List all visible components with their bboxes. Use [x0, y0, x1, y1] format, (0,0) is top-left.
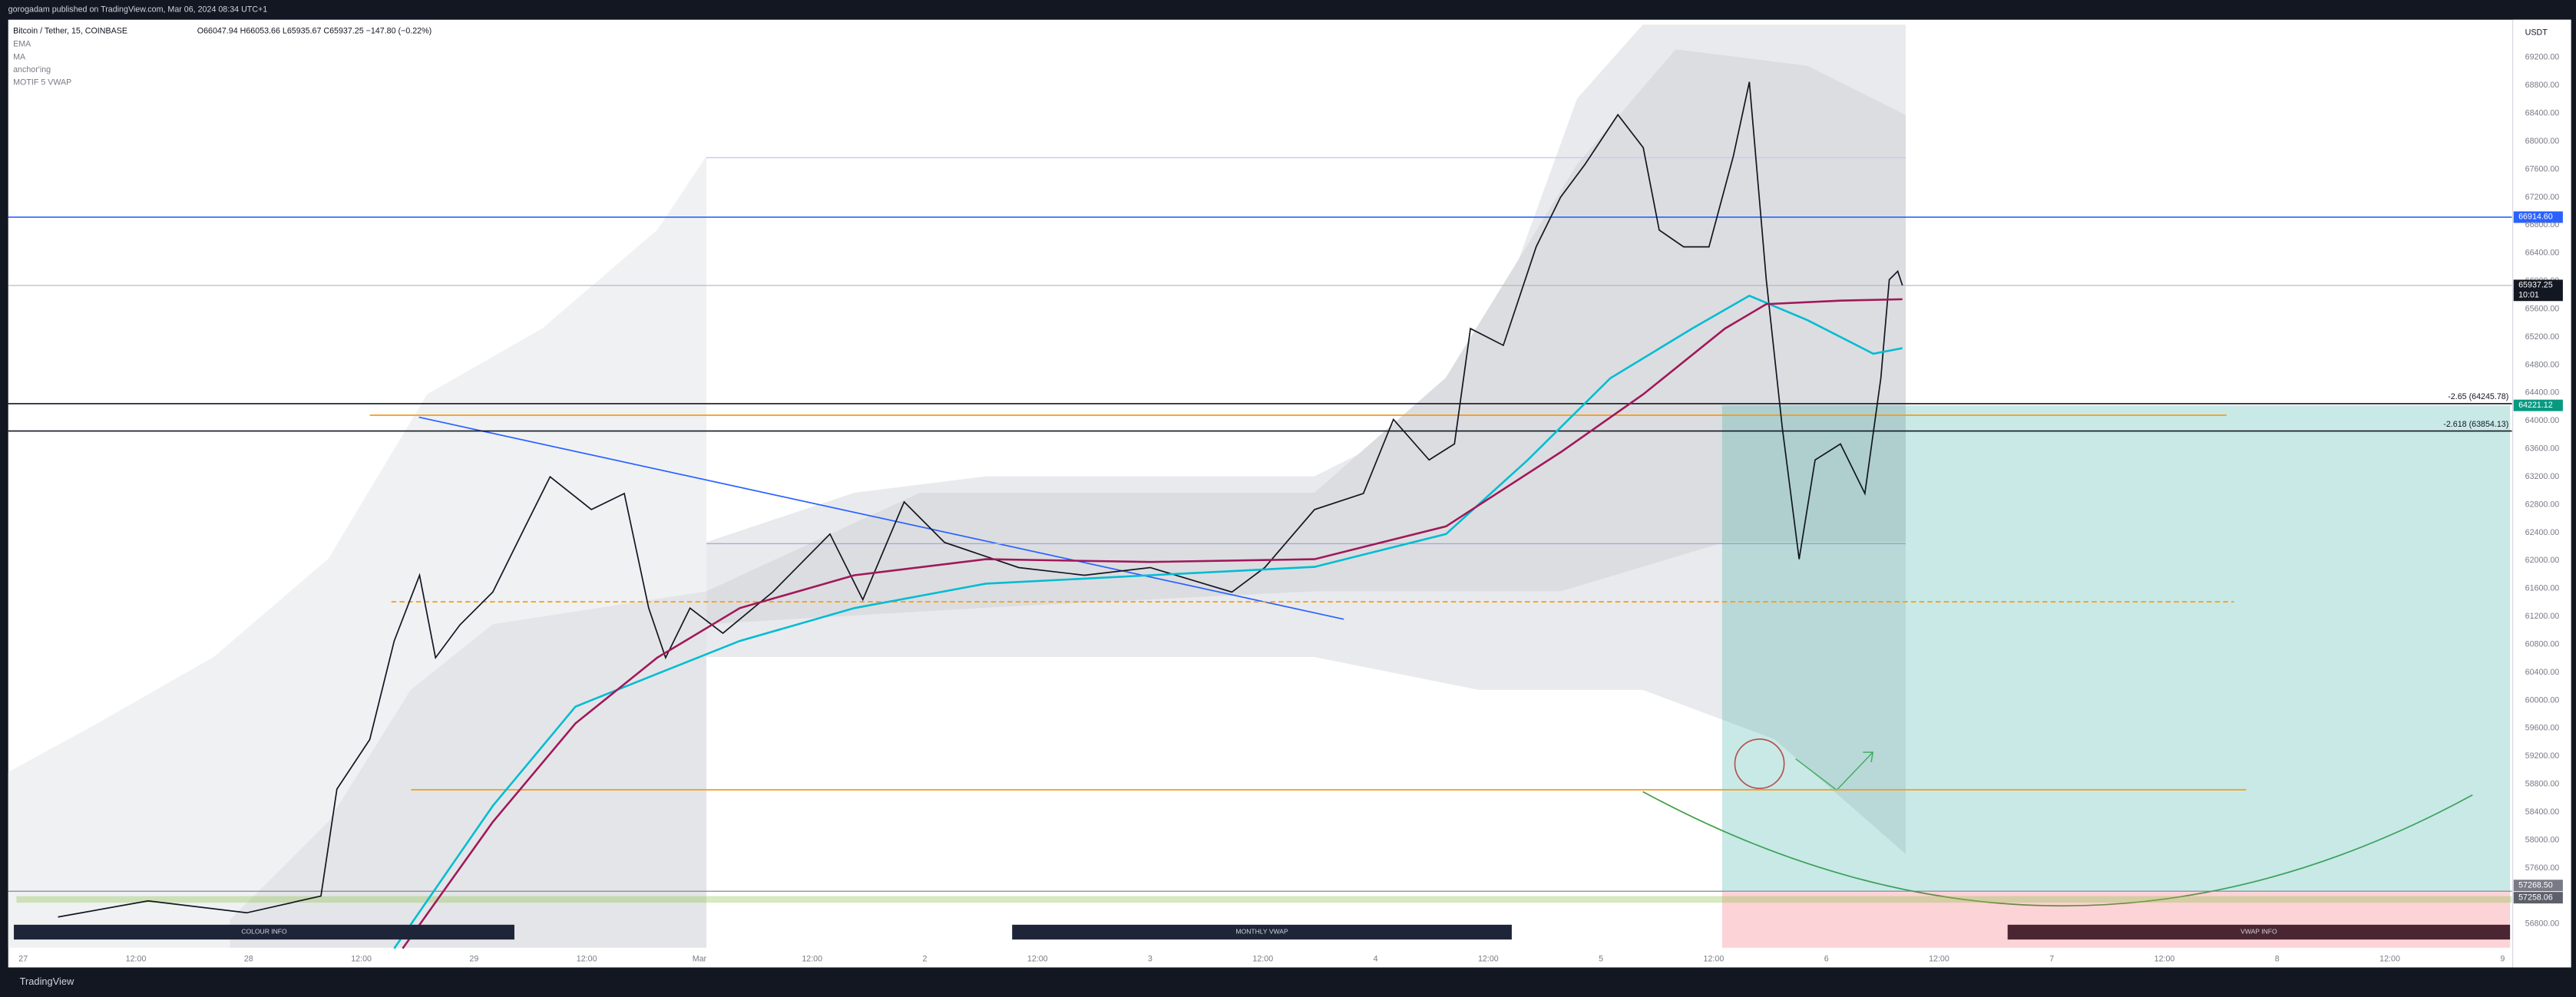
ohlc: O66047.94 H66053.66 L65935.67 C65937.25 … [197, 26, 432, 35]
price-tag-label: 57258.06 [2518, 893, 2553, 902]
curve [1642, 791, 2473, 907]
indicator: MOTIF 5 VWAP [13, 78, 71, 87]
price-tag [2513, 892, 2563, 904]
y-tick-label: 59600.00 [2525, 724, 2560, 733]
x-tick-label: 3 [1148, 955, 1152, 964]
x-tick-label: 8 [2275, 955, 2280, 964]
x-tick-label: 4 [1374, 955, 1378, 964]
x-tick-label: 12:00 [351, 955, 372, 964]
x-tick-label: 29 [469, 955, 478, 964]
arrow-head [1863, 751, 1874, 763]
y-tick-label: 58400.00 [2525, 807, 2560, 817]
y-tick-label: 60400.00 [2525, 668, 2560, 677]
position-target [1721, 405, 2511, 892]
x-tick-label: 12:00 [802, 955, 822, 964]
y-tick-label: 62400.00 [2525, 528, 2560, 537]
price-tag-label: 64221.12 [2518, 401, 2553, 410]
x-tick-label: 6 [1824, 955, 1829, 964]
y-tick-label: 63200.00 [2525, 472, 2560, 481]
entry-band [16, 896, 2512, 903]
y-tick-label: 61200.00 [2525, 612, 2560, 621]
x-tick-label: 12:00 [126, 955, 147, 964]
x-tick-label: 28 [244, 955, 253, 964]
y-tick-label: 57600.00 [2525, 863, 2560, 873]
info-box [1012, 924, 1512, 940]
info-box-label: VWAP INFO [2240, 928, 2277, 936]
x-tick-label: 27 [18, 955, 28, 964]
y-tick-label: 62000.00 [2525, 556, 2560, 565]
x-tick-label: 12:00 [1929, 955, 1949, 964]
countdown: 10:01 [2518, 291, 2539, 300]
price-tag [2513, 399, 2563, 411]
level-annotation: -2.65 (64245.78) [2448, 392, 2508, 401]
x-tick-label: 12:00 [2154, 955, 2175, 964]
x-tick-label: 5 [1599, 955, 1603, 964]
y-tick-label: 62800.00 [2525, 500, 2560, 509]
y-tick-label: 56800.00 [2525, 919, 2560, 929]
x-tick-label: 12:00 [577, 955, 597, 964]
y-tick-label: 61600.00 [2525, 584, 2560, 593]
brand: TradingView [20, 976, 74, 987]
level-annotation: -2.618 (63854.13) [2443, 420, 2508, 429]
x-tick-label: 9 [2500, 955, 2505, 964]
x-tick-label: 7 [2049, 955, 2054, 964]
info-box [14, 924, 514, 940]
x-tick-label: Mar [693, 955, 707, 964]
symbol: Bitcoin / Tether, 15, COINBASE [13, 26, 127, 35]
x-tick-label: 12:00 [1252, 955, 1273, 964]
y-tick-label: 68000.00 [2525, 137, 2560, 146]
y-tick-label: 60000.00 [2525, 695, 2560, 705]
indicator-line [402, 298, 1903, 949]
indicator: MA [13, 52, 26, 61]
y-tick-label: 67200.00 [2525, 193, 2560, 202]
trendline [418, 416, 1344, 620]
publisher: gorogadam published on TradingView.com, … [8, 5, 268, 15]
y-tick-label: 67600.00 [2525, 164, 2560, 173]
price-axis [2513, 19, 2571, 968]
price-tag [2513, 279, 2563, 302]
y-tick-label: 65600.00 [2525, 304, 2560, 313]
highlight-circle [1734, 738, 1785, 790]
x-tick-label: 12:00 [1704, 955, 1724, 964]
y-tick-label: 58000.00 [2525, 835, 2560, 844]
indicator: EMA [13, 40, 31, 49]
y-tick-label: 64400.00 [2525, 388, 2560, 398]
band [230, 591, 707, 948]
y-tick-label: 66400.00 [2525, 249, 2560, 258]
y-tick-label: 68800.00 [2525, 81, 2560, 90]
price-tag [2513, 880, 2563, 892]
y-tick-label: 64000.00 [2525, 416, 2560, 425]
currency: USDT [2525, 28, 2548, 38]
price-tag-label: 57268.50 [2518, 881, 2553, 890]
y-tick-label: 65200.00 [2525, 332, 2560, 342]
vwap-bands [8, 25, 1906, 948]
x-tick-label: 12:00 [1027, 955, 1048, 964]
indicator: anchor'ing [13, 65, 51, 74]
y-tick-label: 64800.00 [2525, 360, 2560, 369]
y-tick-label: 66800.00 [2525, 220, 2560, 229]
info-box-label: COLOUR INFO [241, 928, 287, 936]
y-tick-label: 68400.00 [2525, 109, 2560, 118]
price-tag-label: 65937.25 [2518, 281, 2553, 290]
y-tick-label: 58800.00 [2525, 780, 2560, 789]
band [706, 49, 1906, 625]
x-tick-label: 12:00 [2379, 955, 2400, 964]
x-tick-label: 2 [922, 955, 927, 964]
price-tag [2513, 211, 2563, 223]
x-tick-label: 12:00 [1478, 955, 1499, 964]
y-tick-label: 60800.00 [2525, 639, 2560, 649]
info-box [2007, 924, 2511, 940]
price-tag-label: 66914.60 [2518, 213, 2553, 222]
y-tick-label: 63600.00 [2525, 444, 2560, 454]
y-tick-label: 69200.00 [2525, 53, 2560, 62]
y-tick-label: 59200.00 [2525, 751, 2560, 761]
info-box-label: MONTHLY VWAP [1235, 928, 1288, 936]
price-line [58, 81, 1903, 918]
